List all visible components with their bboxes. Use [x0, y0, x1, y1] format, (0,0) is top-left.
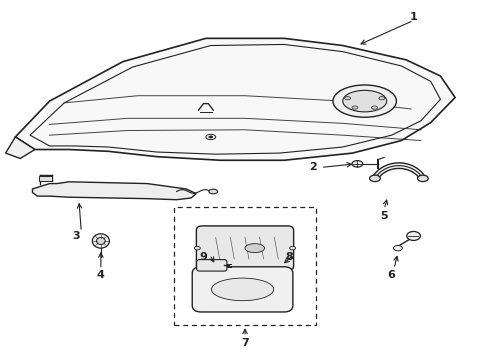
Polygon shape — [32, 182, 196, 200]
Ellipse shape — [333, 85, 396, 117]
Ellipse shape — [245, 244, 265, 253]
Ellipse shape — [92, 234, 109, 248]
Text: 7: 7 — [241, 338, 249, 348]
Ellipse shape — [393, 246, 402, 251]
Ellipse shape — [344, 96, 350, 100]
FancyBboxPatch shape — [196, 260, 227, 271]
Ellipse shape — [369, 175, 380, 181]
Text: 3: 3 — [73, 231, 80, 240]
Ellipse shape — [352, 161, 363, 167]
Ellipse shape — [352, 106, 358, 109]
Polygon shape — [15, 39, 455, 160]
Ellipse shape — [379, 96, 385, 100]
Ellipse shape — [209, 189, 218, 194]
Bar — [174, 207, 316, 325]
Text: 1: 1 — [410, 12, 417, 22]
FancyBboxPatch shape — [192, 267, 293, 312]
Text: 2: 2 — [310, 162, 318, 172]
Ellipse shape — [209, 136, 213, 138]
Ellipse shape — [97, 237, 105, 244]
FancyBboxPatch shape — [196, 226, 294, 270]
Ellipse shape — [407, 231, 420, 240]
Ellipse shape — [195, 246, 200, 250]
Ellipse shape — [290, 246, 295, 250]
Text: 6: 6 — [388, 270, 395, 280]
Ellipse shape — [211, 278, 274, 301]
Polygon shape — [5, 137, 35, 158]
Bar — [39, 176, 52, 181]
Text: 5: 5 — [380, 211, 388, 221]
Text: 8: 8 — [285, 252, 293, 262]
Ellipse shape — [206, 134, 216, 140]
Ellipse shape — [371, 106, 377, 109]
Text: 9: 9 — [199, 252, 207, 262]
Ellipse shape — [417, 175, 428, 181]
Text: 4: 4 — [97, 270, 105, 280]
Ellipse shape — [343, 90, 387, 112]
